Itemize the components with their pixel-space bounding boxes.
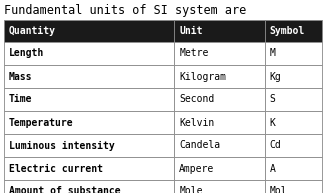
Text: Electric current: Electric current xyxy=(9,163,103,174)
Text: Unit: Unit xyxy=(179,26,203,36)
Bar xyxy=(174,20,265,42)
Bar xyxy=(4,20,174,42)
Text: Kg: Kg xyxy=(270,71,282,81)
Bar xyxy=(265,157,322,180)
Bar xyxy=(265,65,322,88)
Text: Mol: Mol xyxy=(270,186,288,193)
Text: Luminous intensity: Luminous intensity xyxy=(9,141,115,151)
Bar xyxy=(4,111,174,134)
Bar xyxy=(265,111,322,134)
Text: Length: Length xyxy=(9,48,44,58)
Text: Quantity: Quantity xyxy=(9,26,56,36)
Text: A: A xyxy=(270,163,276,174)
Bar xyxy=(265,180,322,193)
Bar xyxy=(174,180,265,193)
Bar xyxy=(4,88,174,111)
Text: Symbol: Symbol xyxy=(270,26,305,36)
Text: Temperature: Temperature xyxy=(9,118,74,128)
Text: Cd: Cd xyxy=(270,141,282,151)
Bar xyxy=(174,134,265,157)
Text: Ampere: Ampere xyxy=(179,163,215,174)
Bar xyxy=(174,88,265,111)
Text: Second: Second xyxy=(179,95,215,104)
Bar xyxy=(4,65,174,88)
Text: K: K xyxy=(270,118,276,128)
Text: S: S xyxy=(270,95,276,104)
Bar xyxy=(174,42,265,65)
Text: Candela: Candela xyxy=(179,141,220,151)
Text: Fundamental units of SI system are: Fundamental units of SI system are xyxy=(4,4,246,17)
Bar xyxy=(4,180,174,193)
Text: Mass: Mass xyxy=(9,71,33,81)
Text: Kilogram: Kilogram xyxy=(179,71,226,81)
Text: Metre: Metre xyxy=(179,48,209,58)
Text: M: M xyxy=(270,48,276,58)
Text: Mole: Mole xyxy=(179,186,203,193)
Text: Kelvin: Kelvin xyxy=(179,118,215,128)
Bar xyxy=(265,134,322,157)
Bar xyxy=(4,42,174,65)
Bar xyxy=(174,65,265,88)
Text: Amount of substance: Amount of substance xyxy=(9,186,121,193)
Text: Time: Time xyxy=(9,95,33,104)
Bar xyxy=(265,20,322,42)
Bar xyxy=(265,88,322,111)
Bar xyxy=(174,157,265,180)
Bar xyxy=(4,157,174,180)
Bar xyxy=(174,111,265,134)
Bar xyxy=(265,42,322,65)
Bar xyxy=(4,134,174,157)
